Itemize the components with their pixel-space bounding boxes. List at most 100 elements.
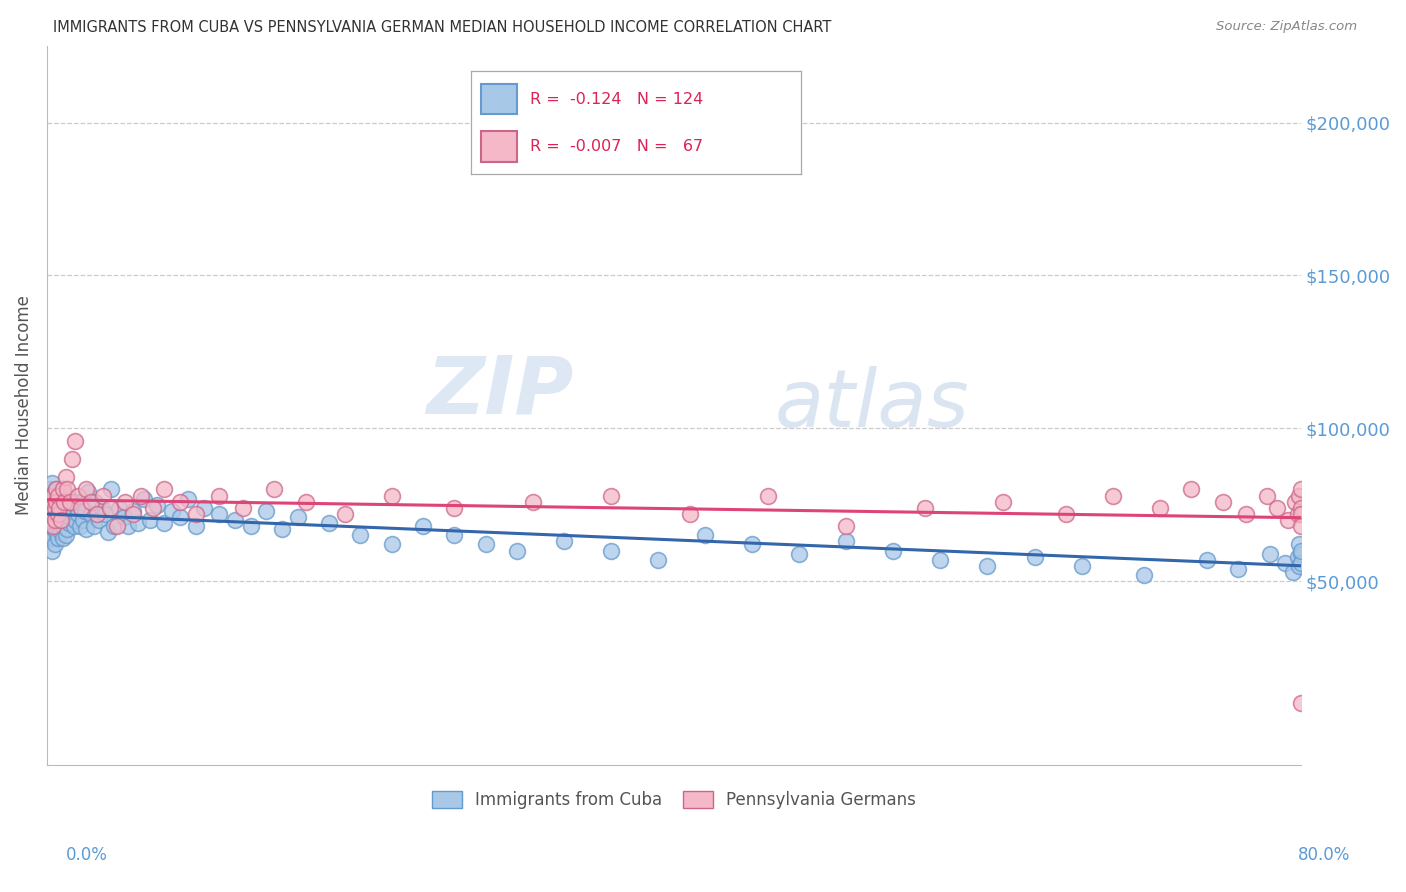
Point	[56, 522, 79, 536]
Point	[39, 500, 62, 515]
Point	[70, 500, 93, 515]
Point	[58, 498, 80, 512]
Point	[741, 537, 763, 551]
Point	[41, 494, 63, 508]
Point	[62, 519, 84, 533]
Point	[287, 510, 309, 524]
Point	[75, 522, 97, 536]
Point	[83, 519, 105, 533]
Point	[46, 510, 69, 524]
Point	[1212, 494, 1234, 508]
Point	[208, 507, 231, 521]
Point	[835, 534, 858, 549]
Point	[882, 543, 904, 558]
Point	[42, 491, 65, 506]
Text: Source: ZipAtlas.com: Source: ZipAtlas.com	[1216, 20, 1357, 33]
Point	[142, 500, 165, 515]
Point	[1054, 507, 1077, 521]
Text: R =  -0.007   N =   67: R = -0.007 N = 67	[530, 139, 703, 153]
Point	[66, 500, 89, 515]
Point	[647, 552, 669, 566]
Point	[522, 494, 544, 508]
Point	[44, 513, 66, 527]
Text: ZIP: ZIP	[426, 352, 574, 430]
Point	[929, 552, 952, 566]
Point	[117, 519, 139, 533]
Point	[132, 491, 155, 506]
Point	[55, 528, 77, 542]
Point	[1289, 483, 1312, 497]
Point	[349, 528, 371, 542]
Point	[44, 537, 66, 551]
Point	[184, 507, 207, 521]
Point	[1195, 552, 1218, 566]
Point	[60, 504, 83, 518]
Point	[129, 489, 152, 503]
Text: IMMIGRANTS FROM CUBA VS PENNSYLVANIA GERMAN MEDIAN HOUSEHOLD INCOME CORRELATION : IMMIGRANTS FROM CUBA VS PENNSYLVANIA GER…	[53, 20, 832, 35]
Point	[91, 489, 114, 503]
Point	[72, 513, 94, 527]
Point	[193, 500, 215, 515]
Point	[41, 543, 63, 558]
Point	[46, 498, 69, 512]
Legend: Immigrants from Cuba, Pennsylvania Germans: Immigrants from Cuba, Pennsylvania Germa…	[423, 782, 924, 817]
Point	[177, 491, 200, 506]
Point	[153, 516, 176, 530]
Point	[789, 547, 811, 561]
Point	[42, 510, 65, 524]
Point	[506, 543, 529, 558]
Point	[381, 537, 404, 551]
Point	[63, 434, 86, 448]
Point	[46, 532, 69, 546]
Point	[41, 525, 63, 540]
Point	[139, 513, 162, 527]
Point	[1282, 565, 1305, 579]
Point	[756, 489, 779, 503]
Point	[475, 537, 498, 551]
Point	[1289, 507, 1312, 521]
Point	[59, 510, 82, 524]
Point	[51, 483, 73, 497]
Point	[114, 494, 136, 508]
Point	[45, 483, 67, 497]
Point	[44, 500, 66, 515]
Point	[37, 513, 59, 527]
Point	[224, 513, 246, 527]
Point	[44, 522, 66, 536]
Point	[48, 500, 70, 515]
Point	[51, 519, 73, 533]
Point	[70, 494, 93, 508]
Point	[63, 513, 86, 527]
Point	[1289, 697, 1312, 711]
Point	[914, 500, 936, 515]
Point	[80, 507, 103, 521]
Text: atlas: atlas	[775, 367, 969, 444]
Point	[1289, 547, 1312, 561]
Point	[991, 494, 1014, 508]
Point	[80, 494, 103, 508]
Point	[112, 510, 135, 524]
Point	[333, 507, 356, 521]
Point	[1288, 489, 1310, 503]
Point	[56, 504, 79, 518]
Point	[42, 498, 65, 512]
Point	[122, 504, 145, 518]
Point	[184, 519, 207, 533]
Point	[67, 489, 90, 503]
Point	[45, 513, 67, 527]
Text: 0.0%: 0.0%	[66, 846, 108, 863]
Point	[42, 519, 65, 533]
Point	[46, 507, 69, 521]
Point	[63, 494, 86, 508]
Point	[294, 494, 316, 508]
Point	[51, 483, 73, 497]
Y-axis label: Median Household Income: Median Household Income	[15, 295, 32, 516]
Point	[39, 513, 62, 527]
Point	[145, 498, 167, 512]
Point	[97, 525, 120, 540]
Point	[87, 513, 110, 527]
Point	[49, 513, 72, 527]
Point	[45, 504, 67, 518]
Point	[100, 483, 122, 497]
Point	[51, 507, 73, 521]
